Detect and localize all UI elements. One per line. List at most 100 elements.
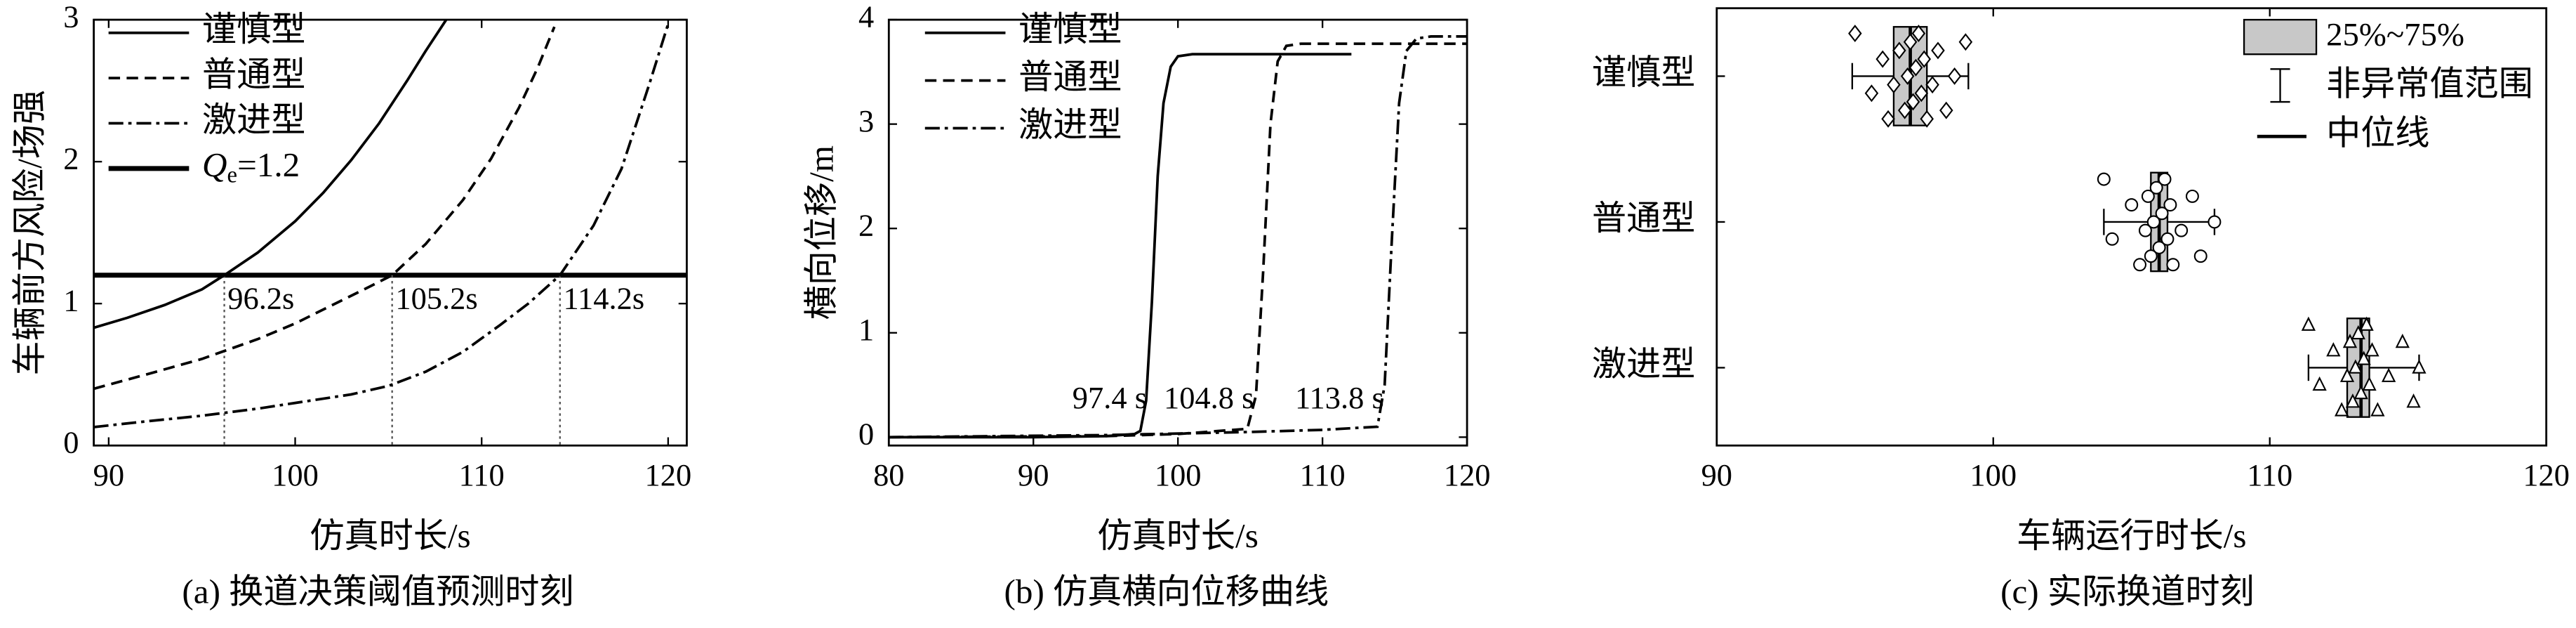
legend-label: Qe=1.2 bbox=[202, 145, 300, 188]
point bbox=[2406, 393, 2421, 408]
point bbox=[2326, 342, 2341, 357]
point bbox=[1917, 50, 1932, 68]
point bbox=[2301, 316, 2316, 331]
point bbox=[2351, 325, 2365, 340]
point bbox=[2365, 342, 2379, 357]
legend-relation: = bbox=[237, 145, 257, 184]
category-label: 普通型 bbox=[1592, 199, 1695, 237]
point bbox=[2356, 351, 2371, 365]
x-tick-label: 120 bbox=[645, 457, 692, 492]
point bbox=[2362, 376, 2377, 391]
legend-label: 谨慎型 bbox=[202, 10, 305, 48]
x-tick-label: 110 bbox=[2247, 457, 2292, 492]
y-tick-label: 1 bbox=[63, 282, 79, 318]
x-tick-label: 110 bbox=[459, 457, 505, 492]
x-tick-label: 90 bbox=[1018, 457, 1049, 492]
legend-label: 谨慎型 bbox=[1018, 10, 1122, 48]
y-tick-label: 4 bbox=[858, 0, 874, 34]
point bbox=[2381, 367, 2396, 382]
series-line bbox=[93, 26, 556, 391]
point bbox=[2348, 359, 2363, 374]
series-line bbox=[889, 34, 1468, 439]
point bbox=[1848, 25, 1862, 43]
point bbox=[2342, 333, 2358, 348]
point bbox=[1875, 50, 1890, 68]
point bbox=[1903, 33, 1918, 51]
x-axis-label: 仿真时长/s bbox=[310, 516, 470, 555]
point bbox=[1911, 25, 1926, 43]
point bbox=[2146, 215, 2160, 229]
y-tick-label: 0 bbox=[858, 417, 874, 452]
legend-label: 非异常值范围 bbox=[2326, 64, 2533, 103]
point bbox=[1939, 101, 1953, 119]
x-tick-label: 100 bbox=[1155, 457, 1202, 492]
plot-frame bbox=[1715, 7, 2548, 447]
point bbox=[2149, 181, 2163, 195]
category-label: 谨慎型 bbox=[1592, 53, 1695, 92]
point bbox=[2193, 249, 2207, 263]
point bbox=[2105, 232, 2119, 246]
point bbox=[2163, 198, 2177, 212]
point bbox=[2138, 223, 2152, 237]
panel: 80 90 100 110 120 仿真时长/s (b) 仿真横向位移曲线 0 1 2 3 4 横向位移… bbox=[802, 0, 1490, 610]
point bbox=[2144, 249, 2158, 263]
point bbox=[1881, 110, 1895, 128]
point bbox=[2353, 385, 2368, 400]
annotation: 104.8 s bbox=[1164, 380, 1254, 415]
legend-label: 激进型 bbox=[202, 100, 305, 139]
legend-label: 普通型 bbox=[1018, 58, 1122, 96]
x-tick-label: 120 bbox=[1444, 457, 1491, 492]
legend-value: 1.2 bbox=[257, 145, 300, 184]
caption: (a) 换道决策阈值预测时刻 bbox=[182, 572, 573, 610]
point bbox=[1906, 93, 1920, 111]
y-tick-label: 2 bbox=[858, 207, 874, 242]
point bbox=[2359, 316, 2374, 331]
point bbox=[1887, 76, 1901, 94]
point bbox=[1914, 84, 1929, 103]
legend-symbol: Q bbox=[202, 145, 227, 184]
legend-label: 25%~75% bbox=[2326, 17, 2464, 53]
category-label: 激进型 bbox=[1592, 345, 1695, 384]
point bbox=[2166, 258, 2180, 272]
point bbox=[2345, 393, 2361, 408]
y-tick-label: 0 bbox=[63, 424, 79, 459]
plot-frame bbox=[93, 18, 688, 447]
point bbox=[2335, 402, 2349, 417]
legend-label: 中位线 bbox=[2326, 114, 2429, 152]
point bbox=[1897, 101, 1912, 119]
y-tick-label: 1 bbox=[858, 312, 874, 347]
panel: 90 100 110 120 仿真时长/s (a) 换道决策阈值预测时刻 0 1 2 3 车辆前方风… bbox=[10, 0, 691, 610]
point bbox=[1900, 67, 1915, 85]
legend-label: 激进型 bbox=[1018, 105, 1122, 144]
y-axis-label: 车辆前方风险/场强 bbox=[10, 90, 48, 376]
point bbox=[2395, 333, 2410, 348]
caption: (b) 仿真横向位移曲线 bbox=[1004, 572, 1329, 610]
y-tick-label: 3 bbox=[63, 0, 79, 34]
x-axis-label: 仿真时长/s bbox=[1098, 516, 1259, 555]
crossing-label: 96.2s bbox=[227, 280, 294, 315]
crossing-label: 105.2s bbox=[395, 280, 477, 315]
point bbox=[2097, 172, 2111, 186]
point bbox=[1908, 58, 1923, 77]
point bbox=[2141, 189, 2155, 203]
point bbox=[2160, 232, 2175, 246]
point bbox=[2158, 172, 2172, 186]
legend-box bbox=[2243, 18, 2318, 55]
point bbox=[1925, 76, 1939, 94]
x-tick-label: 80 bbox=[873, 457, 904, 492]
point bbox=[2152, 240, 2166, 254]
x-axis-label: 车辆运行时长/s bbox=[2017, 516, 2247, 555]
point bbox=[1864, 84, 1879, 103]
annotation: 97.4 s bbox=[1073, 380, 1147, 415]
legend-label: 普通型 bbox=[202, 55, 305, 93]
point bbox=[2125, 198, 2139, 212]
point bbox=[2312, 376, 2327, 391]
series-line bbox=[93, 20, 448, 329]
point bbox=[1947, 67, 1962, 85]
x-tick-label: 110 bbox=[1300, 457, 1346, 492]
point bbox=[1958, 33, 1973, 51]
point bbox=[1931, 41, 1945, 60]
point bbox=[1920, 110, 1934, 128]
x-tick-label: 120 bbox=[2523, 457, 2570, 492]
